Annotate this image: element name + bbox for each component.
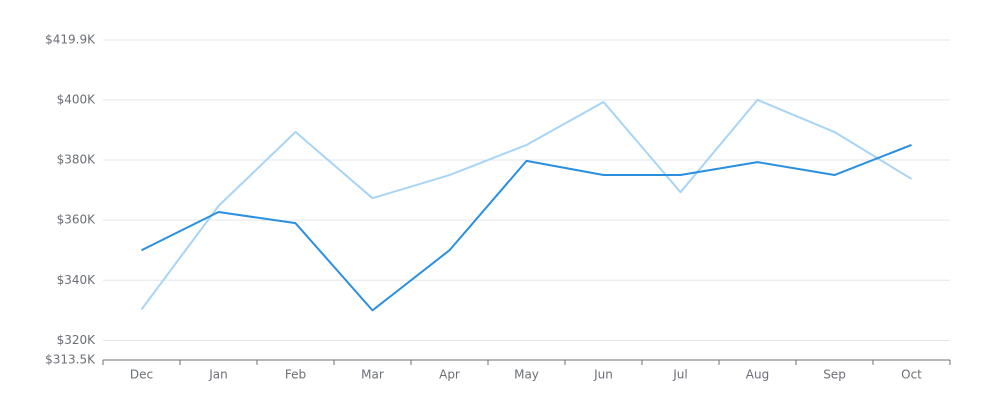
x-tick-label: Mar	[361, 368, 384, 382]
y-tick-label: $340K	[57, 273, 97, 287]
x-tick-label: Jul	[672, 368, 687, 382]
x-tick-label: May	[514, 368, 539, 382]
series-line	[140, 98, 913, 311]
series-line	[141, 144, 912, 312]
x-tick-label: Jun	[593, 368, 613, 382]
x-tick-label: Aug	[746, 368, 769, 382]
y-tick-label: $360K	[57, 213, 97, 227]
x-tick-label: Feb	[285, 368, 306, 382]
x-tick-label: Jan	[208, 368, 228, 382]
y-tick-label: $320K	[57, 333, 97, 347]
y-tick-label: $313.5K	[45, 353, 96, 367]
y-tick-label: $400K	[57, 92, 97, 106]
y-tick-label: $380K	[57, 153, 97, 167]
x-tick-label: Oct	[901, 368, 922, 382]
y-tick-label: $419.9K	[45, 33, 96, 47]
x-tick-label: Dec	[130, 368, 153, 382]
x-tick-label: Sep	[823, 368, 846, 382]
x-tick-label: Apr	[439, 368, 460, 382]
